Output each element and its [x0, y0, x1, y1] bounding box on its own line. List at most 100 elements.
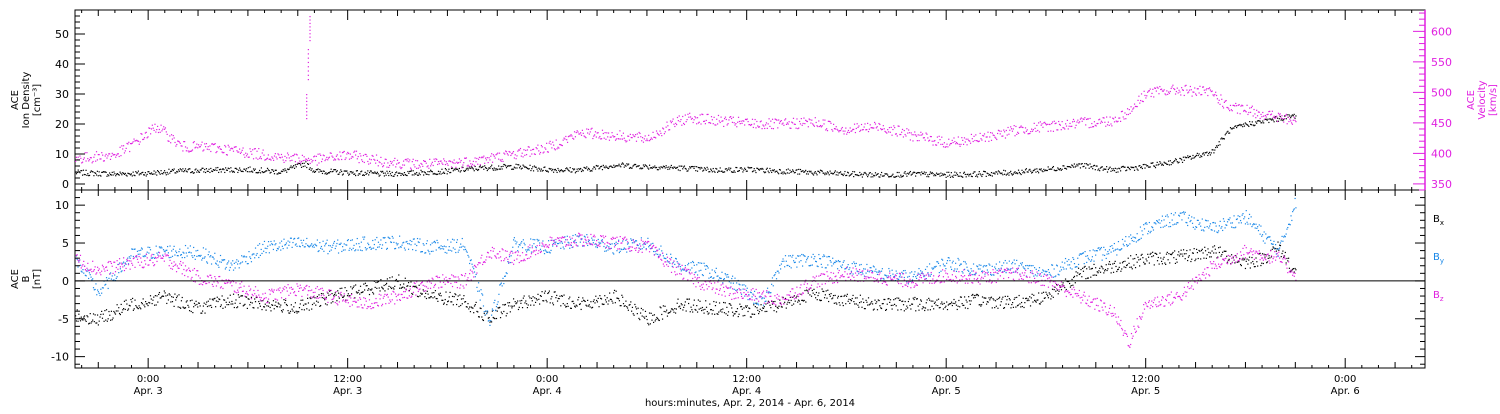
top-data-point [382, 170, 384, 172]
top-data-point [586, 128, 588, 130]
bottom-data-point [121, 270, 123, 272]
top-data-point [317, 168, 319, 170]
bottom-data-point [1200, 249, 1203, 252]
top-data-point [910, 174, 912, 176]
bottom-data-point [517, 300, 519, 302]
top-data-point [847, 172, 850, 174]
bottom-data-point [965, 299, 967, 301]
bottom-data-point [331, 246, 333, 248]
top-data-point [1136, 168, 1138, 170]
top-data-point [849, 127, 851, 129]
top-data-point [275, 169, 277, 171]
top-data-point [726, 124, 728, 126]
top-data-point [1279, 115, 1281, 118]
top-data-point [1037, 170, 1039, 172]
bottom-data-point [949, 303, 951, 305]
bottom-data-point [1058, 290, 1060, 292]
top-data-point [1173, 87, 1175, 90]
bottom-data-point [1011, 303, 1013, 306]
top-data-point [441, 162, 443, 164]
top-data-point [825, 129, 827, 131]
bottom-data-point [315, 245, 318, 247]
top-data-point [422, 165, 424, 167]
top-data-point [633, 135, 635, 137]
top-data-point [1288, 114, 1290, 116]
bottom-data-point [717, 313, 719, 315]
bottom-data-point [1044, 297, 1046, 299]
bottom-data-point [1090, 276, 1092, 278]
top-data-point [1223, 138, 1225, 140]
bottom-data-point [166, 249, 168, 251]
top-data-point [259, 157, 261, 159]
top-data-point [401, 166, 403, 169]
top-data-point [85, 169, 87, 171]
top-data-point [566, 167, 568, 169]
top-data-point [944, 146, 946, 148]
bottom-data-point [434, 242, 437, 244]
bottom-data-point [578, 236, 580, 238]
bottom-data-point [614, 244, 616, 246]
bottom-data-point [685, 310, 687, 312]
top-data-point [466, 165, 468, 167]
top-data-point [827, 172, 829, 174]
top-data-point [699, 114, 701, 116]
top-data-point [1211, 90, 1213, 92]
top-data-point [620, 166, 622, 168]
top-data-point [525, 166, 528, 169]
bottom-data-point [845, 303, 847, 305]
top-data-point [522, 164, 524, 166]
top-data-point [218, 145, 221, 148]
bottom-data-point [547, 292, 550, 294]
bottom-data-point [136, 256, 138, 258]
top-data-point [1125, 118, 1127, 120]
bottom-data-point [1116, 270, 1118, 273]
bottom-data-point [320, 304, 322, 307]
top-data-point [174, 172, 176, 174]
top-data-point [1203, 154, 1205, 156]
top-data-point [417, 174, 420, 176]
bottom-data-point [158, 293, 160, 296]
top-data-point [318, 171, 320, 173]
top-data-point [773, 122, 775, 124]
top-data-point [754, 118, 756, 121]
top-data-point [224, 171, 226, 174]
bottom-data-point [132, 255, 135, 258]
bottom-data-point [784, 301, 786, 303]
bottom-data-point [712, 309, 714, 312]
bottom-data-point [1188, 255, 1190, 257]
bottom-data-point [671, 308, 673, 310]
top-data-point [546, 142, 548, 144]
bottom-data-point [474, 304, 476, 306]
top-data-point [867, 174, 870, 176]
bottom-data-point [462, 298, 464, 300]
bottom-data-point [922, 306, 924, 308]
top-data-point [136, 172, 138, 174]
bottom-data-point [1125, 266, 1127, 269]
top-data-point [635, 134, 637, 136]
top-data-point [1122, 116, 1124, 118]
top-data-point [478, 156, 481, 158]
top-data-point [1128, 109, 1130, 111]
bottom-data-point [278, 246, 280, 248]
bottom-data-point [569, 296, 571, 298]
top-data-point [389, 160, 392, 163]
top-data-point [211, 143, 213, 145]
top-data-point [703, 120, 705, 123]
bottom-data-point [627, 309, 629, 311]
top-data-point [163, 126, 165, 128]
top-data-point [145, 131, 147, 133]
top-data-point [1181, 161, 1184, 163]
bottom-data-point [241, 295, 244, 297]
top-data-point [1076, 163, 1078, 165]
top-data-point [862, 128, 864, 131]
bottom-data-point [795, 297, 797, 299]
bottom-data-point [425, 252, 427, 254]
bottom-data-point [326, 239, 328, 241]
top-data-point [650, 137, 652, 139]
top-data-point [1033, 169, 1035, 171]
bottom-data-point [1170, 254, 1172, 256]
top-data-point [1015, 172, 1017, 175]
bottom-data-point [532, 238, 534, 241]
bottom-data-point [1033, 299, 1036, 302]
top-data-point [134, 175, 136, 177]
